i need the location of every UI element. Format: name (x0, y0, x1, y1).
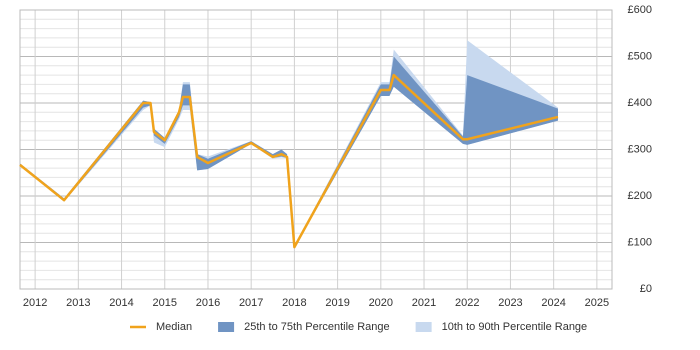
x-tick-label: 2013 (66, 297, 90, 309)
x-tick-label: 2021 (412, 297, 436, 309)
x-tick-label: 2014 (109, 297, 133, 309)
legend-swatch (415, 322, 432, 332)
x-tick-label: 2025 (585, 297, 609, 309)
median-line (19, 73, 559, 249)
y-tick-label: £0 (640, 283, 652, 295)
x-tick-label: 2017 (239, 297, 263, 309)
x-tick-label: 2019 (325, 297, 349, 309)
x-tick-label: 2020 (369, 297, 393, 309)
y-tick-label: £200 (628, 190, 652, 202)
x-tick-label: 2022 (455, 297, 479, 309)
y-tick-label: £100 (628, 236, 652, 248)
percentile-band (20, 56, 558, 249)
y-tick-label: £300 (628, 143, 652, 155)
x-tick-label: 2016 (196, 297, 220, 309)
y-tick-label: £400 (628, 97, 652, 109)
x-tick-label: 2024 (541, 297, 565, 309)
legend-label: 10th to 90th Percentile Range (442, 321, 588, 333)
x-tick-label: 2023 (498, 297, 522, 309)
y-tick-label: £600 (628, 4, 652, 16)
legend-label: 25th to 75th Percentile Range (244, 321, 390, 333)
legend-swatch (218, 322, 235, 332)
legend-label: Median (156, 321, 192, 333)
x-tick-label: 2018 (282, 297, 306, 309)
y-tick-label: £500 (628, 50, 652, 62)
x-tick-label: 2012 (23, 297, 47, 309)
x-tick-label: 2015 (153, 297, 177, 309)
plot-border (19, 9, 613, 290)
percentile-band (20, 40, 558, 249)
